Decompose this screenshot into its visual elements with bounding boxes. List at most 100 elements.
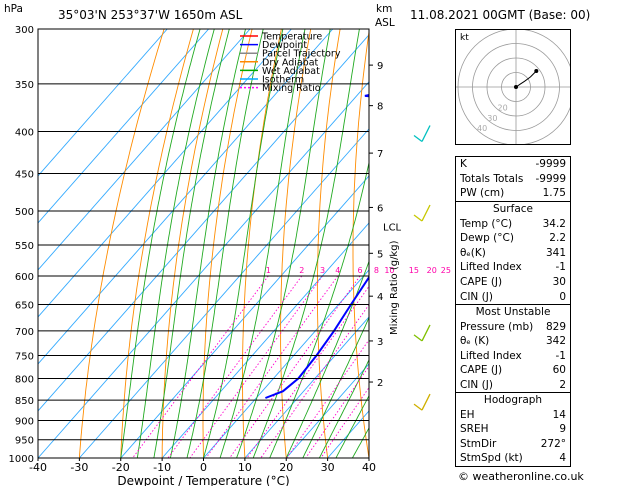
wind-barb — [413, 125, 431, 143]
mixing-ratio-line — [260, 303, 369, 458]
hodograph-ring-label: 30 — [487, 114, 497, 123]
lcl-label: LCL — [383, 222, 402, 233]
mixing-ratio-line — [189, 275, 323, 458]
header-datetime: 11.08.2021 00GMT (Base: 00) — [410, 8, 591, 22]
copyright-text: © weatheronline.co.uk — [458, 470, 584, 483]
isotherm-line — [38, 29, 251, 271]
most-unstable-row: Lifted Index -1 — [456, 349, 570, 364]
most-unstable-row: Pressure (mb) 829 — [456, 320, 570, 335]
wind-barb — [413, 393, 431, 411]
most-unstable-title: Most Unstable — [475, 306, 551, 318]
surface-value: 34.2 — [542, 217, 566, 230]
hodograph-value: 4 — [559, 452, 566, 465]
wet-adiabat-line — [335, 394, 369, 458]
indices-row: K -9999 — [456, 157, 570, 172]
surface-value: 0 — [559, 290, 566, 303]
header-asl-unit: ASL — [375, 17, 395, 29]
wet-adiabat-line — [120, 29, 201, 458]
isotherm-line — [203, 269, 369, 458]
wind-barb-staff — [421, 393, 431, 411]
wind-barb-feather — [413, 403, 423, 411]
hodograph-label: StmDir — [460, 437, 497, 450]
hodograph-label: StmSpd (kt) — [460, 452, 523, 465]
mixing-ratio-label: 15 — [409, 266, 419, 275]
mixing-ratio-label: 2 — [299, 266, 304, 275]
x-tick-label: 10 — [238, 461, 252, 474]
hodograph-rows: EH 14 SREH 9 StmDir 272° StmSpd (kt) 4 — [456, 408, 570, 466]
surface-row: CAPE (J) 30 — [456, 275, 570, 290]
indices-value: -9999 — [535, 158, 566, 170]
most-unstable-value: -1 — [555, 349, 566, 362]
pressure-tick-label: 950 — [15, 436, 34, 447]
indices-rows: K -9999 Totals Totals -9999 PW (cm) 1.75 — [456, 157, 570, 201]
surface-row: Temp (°C) 34.2 — [456, 217, 570, 232]
x-tick-label: 0 — [200, 461, 207, 474]
header-location: 35°03'N 253°37'W 1650m ASL — [58, 8, 243, 22]
km-tick-label: 4 — [377, 292, 383, 303]
hodograph-label: SREH — [460, 423, 489, 436]
surface-label: Lifted Index — [460, 261, 522, 274]
series-dewpoint-line — [265, 93, 369, 399]
isotherm-line — [38, 81, 369, 458]
x-axis-label: Dewpoint / Temperature (°C) — [117, 474, 289, 486]
pressure-tick-label: 850 — [15, 396, 34, 407]
wet-adiabat-line — [186, 29, 264, 458]
km-tick-label: 3 — [377, 337, 383, 348]
isotherm-line — [244, 316, 369, 458]
most-unstable-value: 342 — [545, 335, 566, 348]
mixing-ratio-label: 4 — [335, 266, 340, 275]
hodograph-row: SREH 9 — [456, 422, 570, 437]
most-unstable-value: 60 — [552, 364, 566, 377]
indices-value: -9999 — [535, 172, 566, 185]
most-unstable-label: CAPE (J) — [460, 364, 503, 377]
pressure-tick-label: 300 — [15, 25, 34, 36]
x-tick-label: -20 — [112, 461, 130, 474]
wind-barb-feather — [413, 334, 423, 342]
hodograph-origin — [514, 85, 518, 89]
wet-adiabat-line — [318, 359, 369, 458]
mixing-ratio-label: 1 — [266, 266, 271, 275]
surface-label: Dewp (°C) — [460, 232, 514, 245]
pressure-tick-label: 700 — [15, 327, 34, 338]
surface-value: 30 — [552, 275, 566, 288]
hodograph-table: Hodograph EH 14 SREH 9 StmDir 272° StmSpd (kt)… — [455, 392, 571, 467]
surface-title: Surface — [492, 203, 533, 215]
hodograph-point — [534, 69, 539, 74]
indices-label: Totals Totals — [460, 172, 524, 185]
header-km-unit: km — [376, 3, 393, 15]
indices-label: K — [460, 158, 467, 170]
isotherm-line — [161, 222, 369, 458]
isotherm-line — [79, 128, 369, 458]
wind-barb-feather — [413, 134, 423, 143]
most-unstable-label: θₑ (K) — [460, 335, 490, 348]
indices-value: 1.75 — [542, 187, 566, 200]
legend-label: Dry Adiabat — [262, 57, 319, 68]
most-unstable-row: CAPE (J) 60 — [456, 363, 570, 378]
isotherm-line — [38, 29, 168, 177]
mixing-ratio-label: 6 — [357, 266, 362, 275]
wind-barb — [413, 324, 431, 342]
mixing-ratio-label: 25 — [441, 266, 451, 275]
hodograph-value: 9 — [559, 423, 566, 436]
surface-row: Lifted Index -1 — [456, 260, 570, 275]
most-unstable-rows: Pressure (mb) 829 θₑ (K) 342 Lifted Index -1 C… — [456, 320, 570, 393]
pressure-tick-label: 400 — [15, 128, 34, 139]
hodograph-value: 272° — [540, 437, 566, 450]
x-tick-label: -40 — [29, 461, 47, 474]
pressure-tick-label: 800 — [15, 374, 34, 385]
surface-rows: Temp (°C) 34.2 Dewp (°C) 2.2 θₑ(K) 341 Lifted … — [456, 217, 570, 305]
pressure-tick-label: 900 — [15, 416, 34, 427]
surface-value: 341 — [545, 246, 566, 259]
hodograph-row: StmSpd (kt) 4 — [456, 451, 570, 466]
wind-barb-staff — [421, 324, 431, 342]
dry-adiabat-line — [352, 29, 369, 458]
pressure-tick-label: 550 — [15, 241, 34, 252]
pressure-tick-label: 1000 — [9, 454, 34, 465]
header-p-unit: hPa — [4, 3, 23, 15]
surface-label: CIN (J) — [460, 290, 493, 303]
dry-adiabat-line — [604, 29, 629, 458]
indices-label: PW (cm) — [460, 187, 505, 200]
dry-adiabat-line — [316, 29, 341, 458]
